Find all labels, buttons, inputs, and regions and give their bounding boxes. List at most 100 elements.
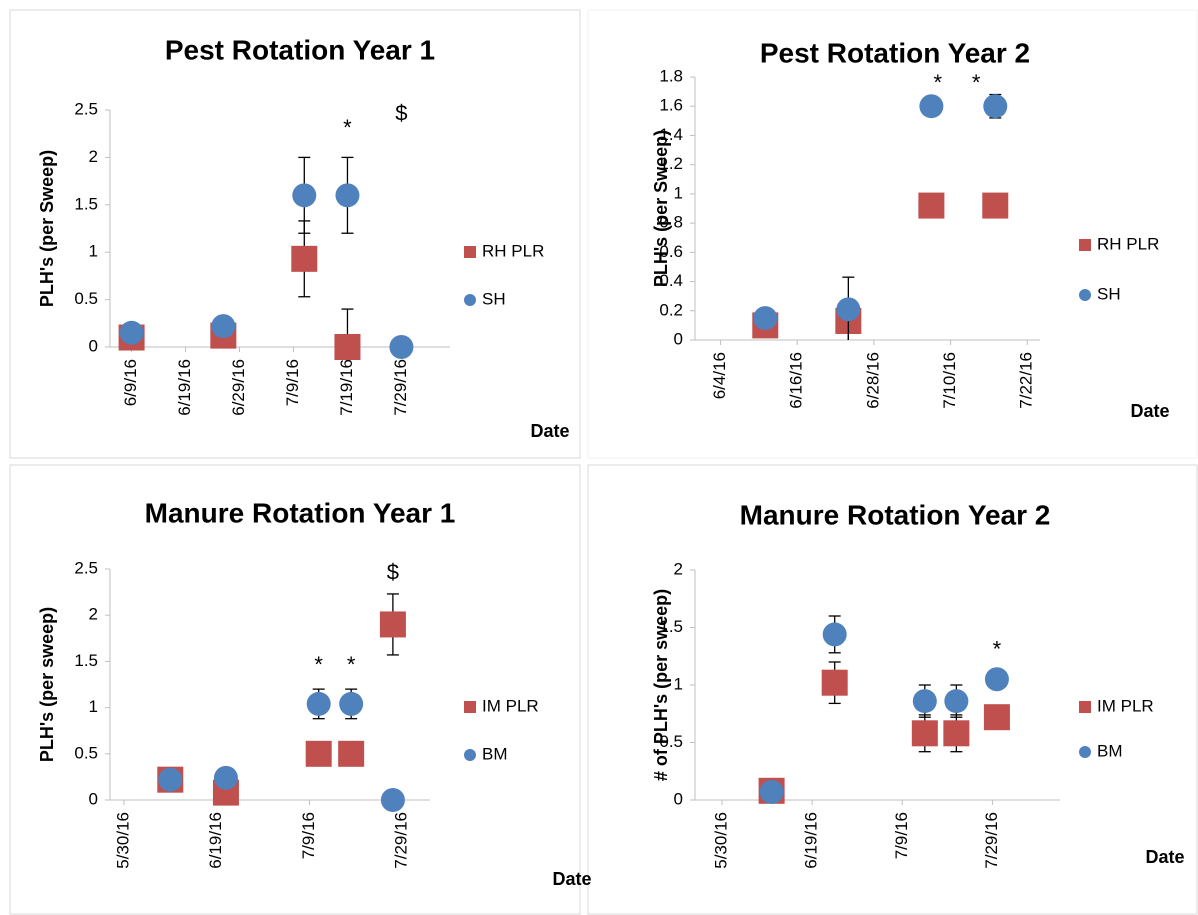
legend-marker	[1079, 746, 1091, 758]
x-axis-title: Date	[1145, 847, 1184, 867]
chart: Pest Rotation Year 1 PLH's (per Sweep) Dat…	[37, 34, 570, 440]
point	[292, 183, 317, 208]
y-tick-label: 1.5	[659, 617, 683, 636]
y-axis-title: # of PLH's (per sweep)	[651, 589, 671, 781]
annotation: $	[395, 101, 407, 126]
y-tick-label: 1	[674, 183, 683, 202]
annotation: *	[933, 70, 942, 95]
y-tick-label: 2	[674, 559, 683, 578]
y-tick-label: 0	[674, 789, 683, 808]
annotation: *	[993, 636, 1002, 661]
chart-title: Pest Rotation Year 1	[165, 34, 435, 65]
x-axis-title: Date	[1130, 401, 1169, 421]
point	[912, 689, 937, 714]
point	[334, 334, 361, 360]
panel-frame	[9, 9, 581, 459]
point	[338, 740, 365, 767]
annotation: *	[972, 70, 981, 95]
legend-marker	[1079, 239, 1091, 251]
y-tick-label: 1	[89, 697, 98, 716]
x-axis-title: Date	[530, 421, 569, 441]
point	[911, 720, 938, 747]
y-axis-title: PLH's (per sweep)	[37, 607, 57, 762]
point	[389, 335, 414, 359]
y-tick-label: 1	[674, 674, 683, 693]
y-tick-label: 1.8	[659, 66, 683, 85]
x-tick-label: 7/19/16	[337, 359, 356, 416]
point	[822, 622, 847, 647]
legend-marker	[464, 246, 476, 258]
point	[119, 320, 144, 345]
annotation: *	[347, 652, 356, 677]
chart: Pest Rotation Year 2 PLH's (per Sweep) Dat…	[651, 37, 1170, 420]
y-tick-label: 2.5	[74, 99, 98, 118]
point	[918, 192, 945, 219]
point	[943, 720, 970, 747]
y-tick-label: 1	[89, 242, 98, 261]
y-tick-label: 1.2	[659, 154, 683, 173]
legend-marker	[1079, 289, 1091, 301]
panel-frame	[587, 464, 1198, 915]
x-tick-label: 7/10/16	[940, 352, 959, 409]
chart-title: Pest Rotation Year 2	[760, 37, 1030, 68]
point	[306, 691, 331, 716]
y-tick-label: 0.5	[659, 732, 683, 751]
legend-marker	[464, 749, 476, 761]
annotation: *	[314, 652, 323, 677]
y-tick-label: 0	[89, 789, 98, 808]
x-tick-label: 5/30/16	[712, 812, 731, 869]
point	[836, 297, 861, 322]
panel-frame	[587, 9, 1198, 459]
annotation: $	[387, 559, 399, 584]
legend-label: IM PLR	[1097, 696, 1154, 715]
point	[919, 94, 944, 119]
point	[983, 704, 1010, 731]
y-tick-label: 0.5	[74, 743, 98, 762]
x-tick-label: 6/9/16	[121, 359, 140, 406]
y-tick-label: 0	[89, 336, 98, 355]
point	[944, 689, 969, 714]
legend-label: RH PLR	[1097, 234, 1159, 253]
point	[984, 667, 1009, 692]
point	[213, 765, 238, 790]
y-tick-label: 1.4	[659, 125, 683, 144]
x-tick-label: 7/29/16	[392, 812, 411, 869]
point	[982, 192, 1009, 219]
y-tick-label: 0.6	[659, 242, 683, 261]
point	[291, 245, 318, 272]
legend-label: SH	[482, 289, 506, 308]
y-tick-label: 0	[674, 329, 683, 348]
x-tick-label: 6/19/16	[175, 359, 194, 416]
legend-label: RH PLR	[482, 241, 544, 260]
point	[753, 306, 778, 331]
y-tick-label: 1.5	[74, 651, 98, 670]
y-tick-label: 0.2	[659, 300, 683, 319]
point	[759, 779, 784, 804]
point	[379, 611, 406, 638]
x-tick-label: 7/9/16	[283, 359, 302, 406]
legend-label: BM	[1097, 741, 1123, 760]
point	[211, 314, 236, 339]
x-tick-label: 7/22/16	[1017, 352, 1036, 409]
x-tick-label: 6/19/16	[802, 812, 821, 869]
legend-label: IM PLR	[482, 696, 539, 715]
y-tick-label: 1.5	[74, 194, 98, 213]
legend-marker	[464, 294, 476, 306]
chart-title: Manure Rotation Year 2	[740, 499, 1051, 530]
x-tick-label: 6/16/16	[787, 352, 806, 409]
x-tick-label: 5/30/16	[113, 812, 132, 869]
y-tick-label: 2	[89, 605, 98, 624]
x-tick-label: 6/28/16	[863, 352, 882, 409]
point	[380, 788, 405, 812]
y-axis-title: PLH's (per Sweep)	[37, 150, 57, 307]
x-axis-title: Date	[552, 869, 591, 889]
x-tick-label: 7/29/16	[982, 812, 1001, 869]
legend-marker	[1079, 701, 1091, 713]
x-tick-label: 6/29/16	[229, 359, 248, 416]
x-tick-label: 7/9/16	[892, 812, 911, 859]
chart: Manure Rotation Year 2 # of PLH's (per sw…	[651, 499, 1185, 868]
y-axis-title: PLH's (per Sweep)	[651, 130, 671, 287]
legend-marker	[464, 701, 476, 713]
point	[821, 669, 848, 696]
